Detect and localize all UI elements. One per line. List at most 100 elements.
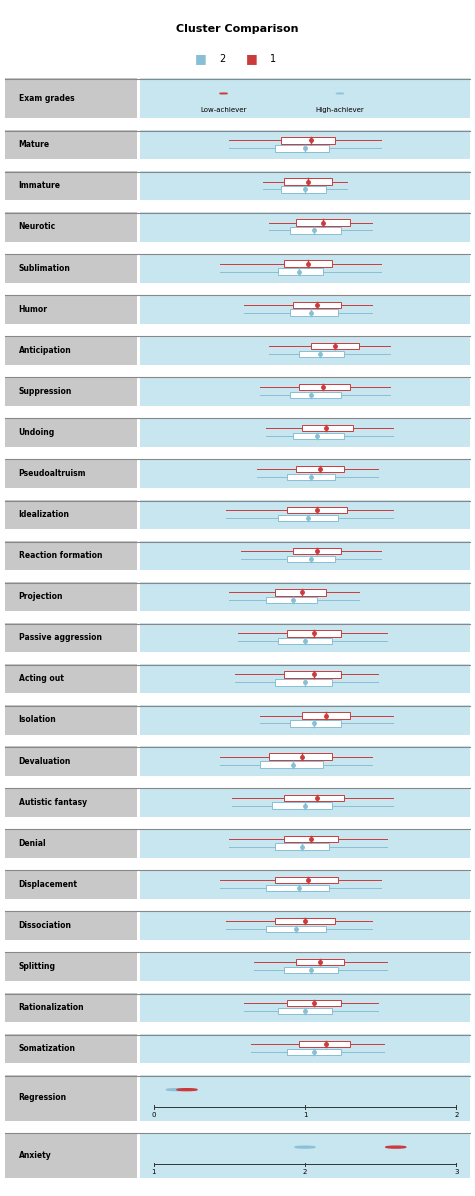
Bar <box>290 720 342 727</box>
Text: Regression: Regression <box>19 1093 67 1103</box>
Text: Dissociation: Dissociation <box>19 921 72 929</box>
Text: Autistic fantasy: Autistic fantasy <box>19 798 87 806</box>
Bar <box>284 671 342 678</box>
Text: 2: 2 <box>303 1168 307 1174</box>
Bar <box>290 227 342 233</box>
Bar <box>275 145 329 152</box>
Bar <box>266 885 329 891</box>
Bar <box>140 417 470 447</box>
Text: Denial: Denial <box>19 838 47 848</box>
Bar <box>296 466 344 472</box>
Text: Devaluation: Devaluation <box>19 757 71 765</box>
Text: Displacement: Displacement <box>19 880 78 889</box>
Bar <box>284 261 332 267</box>
Bar <box>5 254 137 282</box>
Bar <box>275 877 338 883</box>
Text: Suppression: Suppression <box>19 386 72 396</box>
Bar <box>275 917 335 925</box>
Bar <box>299 384 351 390</box>
Text: High-achiever: High-achiever <box>315 108 364 114</box>
Bar <box>140 254 470 282</box>
Bar <box>5 377 137 405</box>
Bar <box>5 500 137 529</box>
Text: 2: 2 <box>454 1111 458 1117</box>
Bar <box>5 78 137 118</box>
Bar <box>296 219 351 226</box>
Bar <box>140 500 470 529</box>
Bar <box>5 787 137 817</box>
Circle shape <box>295 1146 315 1148</box>
Bar <box>290 310 338 316</box>
Text: Mature: Mature <box>19 140 50 150</box>
Bar <box>5 336 137 365</box>
Bar <box>284 178 332 184</box>
Text: Projection: Projection <box>19 592 63 602</box>
Text: 1: 1 <box>270 54 276 65</box>
Bar <box>269 753 332 759</box>
Text: Neurotic: Neurotic <box>19 222 56 232</box>
Bar <box>140 993 470 1023</box>
Text: 1: 1 <box>152 1168 156 1174</box>
Text: Pseudoaltruism: Pseudoaltruism <box>19 469 86 478</box>
Bar <box>5 952 137 981</box>
Text: Somatization: Somatization <box>19 1044 76 1054</box>
Bar <box>284 966 338 974</box>
Bar <box>5 459 137 488</box>
Text: Passive aggression: Passive aggression <box>19 633 102 642</box>
Bar <box>5 706 137 734</box>
Bar <box>140 294 470 324</box>
Circle shape <box>386 1146 406 1148</box>
Bar <box>260 762 323 768</box>
Bar <box>5 869 137 899</box>
Bar <box>293 548 342 555</box>
Bar <box>5 582 137 611</box>
Text: Reaction formation: Reaction formation <box>19 551 102 560</box>
Bar <box>140 829 470 858</box>
Bar <box>296 959 344 965</box>
Bar <box>275 679 332 685</box>
Bar <box>5 664 137 694</box>
Bar <box>140 171 470 201</box>
Bar <box>5 911 137 940</box>
Text: Anticipation: Anticipation <box>19 346 71 355</box>
Text: Acting out: Acting out <box>19 675 64 683</box>
Bar <box>278 268 323 275</box>
Bar <box>140 213 470 242</box>
Bar <box>284 794 344 801</box>
Bar <box>5 294 137 324</box>
Text: Idealization: Idealization <box>19 509 70 519</box>
Bar <box>287 556 335 562</box>
Bar <box>5 213 137 242</box>
Text: 3: 3 <box>454 1168 458 1174</box>
Bar <box>281 187 326 193</box>
Bar <box>5 623 137 652</box>
Bar <box>140 78 470 118</box>
Circle shape <box>166 1088 186 1091</box>
Bar <box>140 706 470 734</box>
Text: Isolation: Isolation <box>19 715 57 725</box>
Bar <box>293 301 342 309</box>
Text: 1: 1 <box>303 1111 307 1117</box>
Text: Undoing: Undoing <box>19 428 55 437</box>
Text: 0: 0 <box>152 1111 156 1117</box>
Text: Anxiety: Anxiety <box>19 1151 51 1160</box>
Text: Splitting: Splitting <box>19 962 56 971</box>
Bar <box>302 425 353 432</box>
Text: ■: ■ <box>194 53 206 66</box>
Bar <box>278 639 332 645</box>
Bar <box>5 1075 137 1121</box>
Text: Rationalization: Rationalization <box>19 1003 85 1012</box>
Bar <box>287 474 335 480</box>
Bar <box>140 130 470 159</box>
Bar <box>278 514 338 521</box>
Bar <box>140 869 470 899</box>
Bar <box>287 1000 342 1006</box>
Text: Immature: Immature <box>19 182 61 190</box>
Bar <box>287 507 347 513</box>
Bar <box>287 1049 342 1055</box>
Bar <box>140 623 470 652</box>
Text: Exam grades: Exam grades <box>19 93 75 103</box>
Bar <box>284 836 338 842</box>
Bar <box>299 1041 351 1048</box>
Bar <box>5 1133 137 1178</box>
